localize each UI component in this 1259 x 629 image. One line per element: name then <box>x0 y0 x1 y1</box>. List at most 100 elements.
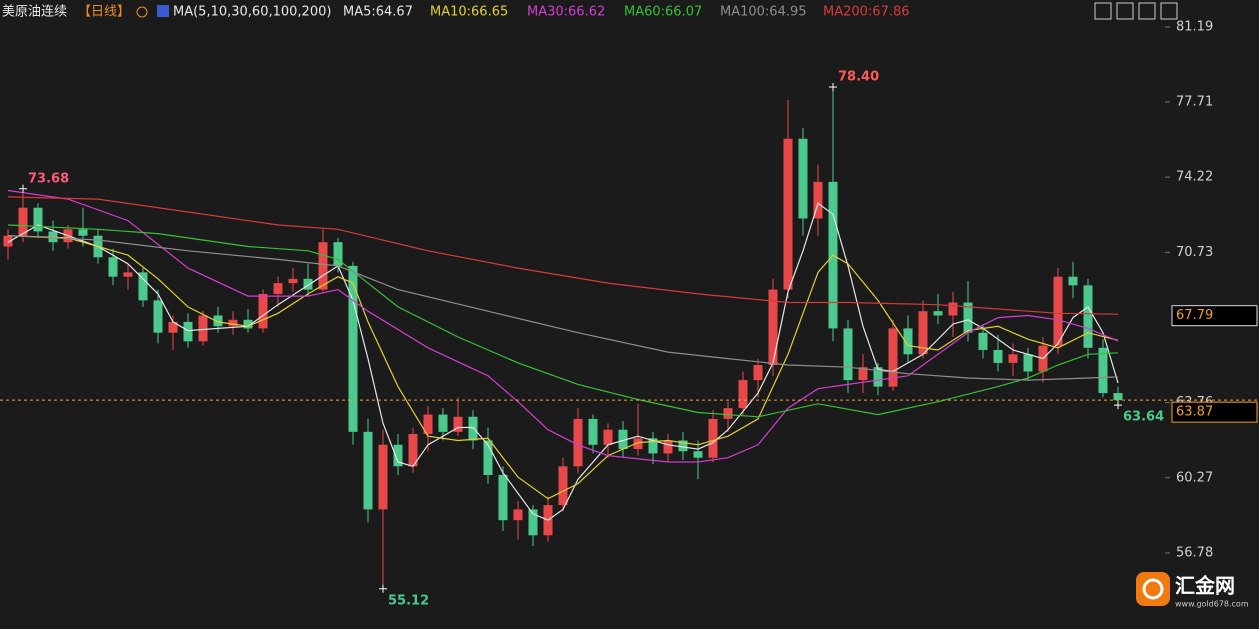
candle-body <box>18 207 28 236</box>
candle-body <box>648 438 658 454</box>
candle-body <box>273 283 283 294</box>
candle-body <box>1023 354 1033 372</box>
candle-body <box>738 380 748 409</box>
annotation-label: 63.64 <box>1123 410 1164 425</box>
price-box <box>1171 401 1258 423</box>
candle-body <box>333 242 343 266</box>
candle-body <box>258 293 268 329</box>
candle-body <box>708 418 718 458</box>
candle-body <box>3 235 13 247</box>
candle-body <box>168 321 178 333</box>
legend-entry: MA100:64.95 <box>720 5 807 20</box>
candle-body <box>978 332 988 350</box>
candle-body <box>603 429 613 445</box>
candle-body <box>33 207 43 232</box>
legend-entry: MA10:66.65 <box>430 5 508 20</box>
brand-url: www.gold678.com <box>1175 600 1249 609</box>
candle-body <box>723 408 733 419</box>
candle-body <box>468 416 478 441</box>
candle-body <box>288 278 298 284</box>
candle-body <box>1068 276 1078 286</box>
candle-body <box>1083 285 1093 348</box>
ma-line <box>7 235 1119 381</box>
candle-body <box>633 438 643 450</box>
candle-body <box>108 257 118 277</box>
candle-body <box>693 451 703 458</box>
y-tick-label: 77.71 <box>1176 94 1213 109</box>
tool-button[interactable] <box>1138 2 1156 20</box>
ma-line <box>7 196 1119 315</box>
ma-label: MA(5,10,30,60,100,200) <box>173 5 331 20</box>
candle-body <box>993 349 1003 363</box>
tool-button[interactable] <box>1116 2 1134 20</box>
toolbar <box>1094 2 1178 20</box>
candle-body <box>813 181 823 219</box>
candle-body <box>513 509 523 521</box>
candle-body <box>783 138 793 290</box>
candle-body <box>378 444 388 510</box>
tool-button[interactable] <box>1094 2 1112 20</box>
candle-body <box>498 474 508 521</box>
ma-line <box>7 224 1119 418</box>
logo-mark <box>1142 578 1164 600</box>
candle-body <box>963 302 973 333</box>
settings-icon[interactable] <box>136 6 148 18</box>
candle-body <box>888 328 898 387</box>
legend-entry: MA200:67.86 <box>823 5 910 20</box>
price-box-label: 67.79 <box>1176 308 1213 323</box>
candle-body <box>1008 354 1018 363</box>
candle-body <box>153 300 163 333</box>
y-tick-label: 60.27 <box>1176 470 1213 485</box>
chart-title: 美原油连续 <box>2 4 67 20</box>
candle-body <box>903 328 913 355</box>
candle-body <box>1098 347 1108 394</box>
legend-entry: MA60:66.07 <box>624 5 702 20</box>
candle-body <box>798 138 808 219</box>
ma-line <box>7 202 1119 521</box>
candle-body <box>618 429 628 450</box>
annotation-label: 55.12 <box>388 593 429 608</box>
candle-body <box>348 265 358 432</box>
y-tick-label: 81.19 <box>1176 19 1213 34</box>
candle-body <box>528 509 538 536</box>
candle-body <box>678 440 688 452</box>
indicator-icon[interactable] <box>157 5 169 17</box>
candle-body <box>558 466 568 506</box>
ma-line <box>7 235 1119 500</box>
candle-body <box>78 229 88 236</box>
candle-body <box>453 416 463 432</box>
candle-body <box>873 367 883 387</box>
candle-body <box>1113 393 1123 401</box>
price-box-label: 63.87 <box>1176 405 1213 420</box>
y-tick-label: 70.73 <box>1176 245 1213 260</box>
candle-body <box>228 319 238 327</box>
y-tick-label: 56.78 <box>1176 545 1213 560</box>
candle-body <box>423 414 433 435</box>
candle-body <box>243 319 253 329</box>
candle-body <box>408 434 418 467</box>
candle-body <box>138 272 148 301</box>
legend-entry: MA30:66.62 <box>527 5 605 20</box>
candle-body <box>663 440 673 454</box>
candle-body <box>573 418 583 467</box>
candle-body <box>933 311 943 316</box>
ma-line <box>7 189 1119 463</box>
candle-body <box>948 302 958 316</box>
candle-body <box>213 315 223 327</box>
legend-entry: MA5:64.67 <box>343 5 413 20</box>
candle-body <box>768 289 778 366</box>
candle-body <box>393 444 403 467</box>
candle-body <box>483 440 493 475</box>
candle-body <box>183 321 193 342</box>
candle-body <box>1053 276 1063 346</box>
logo: 汇金网 www.gold678.com <box>1136 572 1249 609</box>
y-tick-label: 74.22 <box>1176 170 1213 185</box>
candle-body <box>753 365 763 381</box>
tool-button[interactable] <box>1160 2 1178 20</box>
candle-body <box>123 272 133 277</box>
brand: 汇金网 <box>1175 574 1235 598</box>
period[interactable]: 【日线】 <box>78 5 130 20</box>
candle-body <box>363 431 373 510</box>
